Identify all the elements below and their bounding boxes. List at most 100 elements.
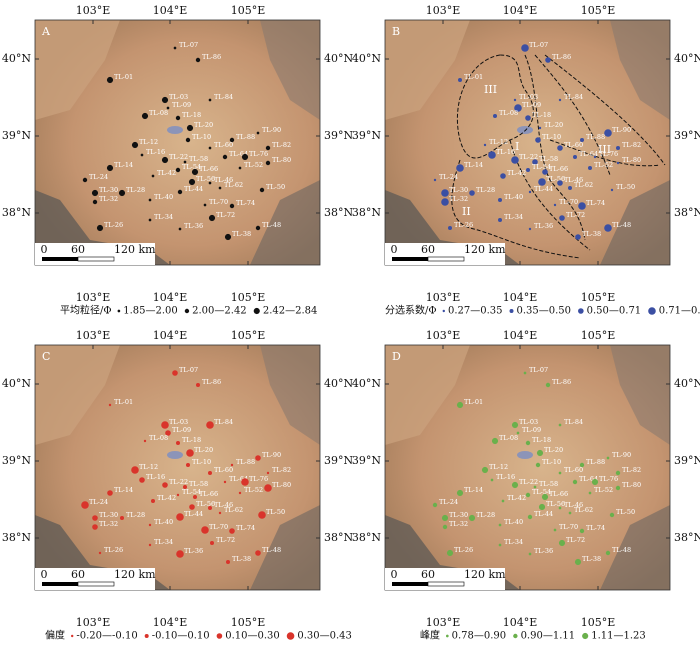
site-label: TL-88 bbox=[586, 458, 605, 466]
site-label: TL-54 bbox=[532, 163, 551, 171]
zone-boundary bbox=[534, 54, 611, 176]
site-label: TL-74 bbox=[586, 524, 605, 532]
sample-dot bbox=[511, 421, 519, 429]
site-label: TL-58 bbox=[539, 480, 558, 488]
site-label: TL-82 bbox=[272, 466, 291, 474]
sample-dot bbox=[481, 466, 489, 474]
sample-dot bbox=[148, 543, 152, 547]
sample-dot bbox=[255, 550, 261, 556]
legend-symbol bbox=[509, 309, 514, 313]
site-label: TL-14 bbox=[114, 161, 133, 169]
site-label: TL-46 bbox=[564, 501, 583, 509]
site-label: TL-24 bbox=[89, 498, 108, 506]
sample-dot bbox=[255, 455, 261, 461]
legend-label: 0.90—1.11 bbox=[521, 631, 576, 642]
lon-label: 103°E bbox=[426, 4, 461, 17]
site-label: TL-48 bbox=[612, 546, 631, 554]
site-label: TL-52 bbox=[244, 486, 263, 494]
legend-title: 峰度 bbox=[420, 629, 440, 642]
sample-dot bbox=[580, 138, 584, 142]
lon-label: 103°E bbox=[76, 291, 111, 304]
sample-dot bbox=[107, 490, 113, 496]
site-label: TL-09 bbox=[172, 426, 191, 434]
sample-dot bbox=[456, 401, 464, 409]
site-label: TL-12 bbox=[489, 138, 508, 146]
sample-dot bbox=[535, 137, 541, 143]
sample-dot bbox=[458, 78, 462, 82]
legend-symbol bbox=[216, 633, 223, 639]
panel-letter: C bbox=[42, 350, 50, 363]
site-label: TL-66 bbox=[199, 490, 218, 498]
legend-symbol bbox=[582, 632, 589, 640]
sample-dot bbox=[525, 115, 531, 121]
sample-dot bbox=[575, 234, 581, 240]
site-label: TL-44 bbox=[534, 510, 553, 518]
site-label: TL-80 bbox=[272, 156, 291, 164]
site-label: TL-82 bbox=[272, 141, 291, 149]
lat-label: 38°N bbox=[2, 206, 31, 219]
site-label: TL-90 bbox=[262, 126, 281, 134]
mountain-area bbox=[250, 180, 320, 265]
lat-label: 38°N bbox=[324, 531, 353, 544]
sample-dot bbox=[604, 224, 612, 232]
site-label: TL-16 bbox=[496, 148, 515, 156]
site-label: TL-01 bbox=[114, 398, 133, 406]
sample-dot bbox=[456, 489, 464, 497]
site-label: TL-34 bbox=[504, 538, 523, 546]
lat-label: 39°N bbox=[674, 454, 700, 467]
site-label: TL-46 bbox=[214, 501, 233, 509]
sample-dot bbox=[201, 526, 209, 534]
site-label: TL-09 bbox=[522, 101, 541, 109]
sample-dot bbox=[230, 463, 234, 467]
sample-dot bbox=[558, 423, 562, 427]
site-label: TL-84 bbox=[564, 418, 583, 426]
zone-boundary bbox=[524, 54, 586, 241]
site-label: TL-20 bbox=[544, 121, 563, 129]
sample-dot bbox=[175, 115, 181, 121]
lon-label: 105°E bbox=[581, 291, 616, 304]
site-label: TL-14 bbox=[464, 486, 483, 494]
sample-dot bbox=[186, 463, 190, 467]
legend-label: 0.78—0.90 bbox=[452, 631, 507, 642]
sample-dot bbox=[120, 516, 124, 520]
zone-boundary bbox=[451, 159, 581, 259]
legend-title: 分选系数/Φ bbox=[385, 304, 437, 317]
lake bbox=[517, 451, 533, 459]
sample-dot bbox=[226, 560, 230, 564]
site-label: TL-82 bbox=[622, 141, 641, 149]
sample-dot bbox=[139, 477, 145, 483]
sample-dot bbox=[161, 96, 169, 104]
sample-dot bbox=[448, 226, 452, 230]
site-label: TL-76 bbox=[599, 475, 618, 483]
sample-dot bbox=[229, 528, 235, 534]
legend-symbol bbox=[71, 634, 74, 638]
sample-dot bbox=[106, 76, 114, 84]
site-label: TL-34 bbox=[504, 213, 523, 221]
lon-label: 104°E bbox=[503, 291, 538, 304]
site-label: TL-07 bbox=[529, 41, 548, 49]
site-label: TL-84 bbox=[564, 93, 583, 101]
site-label: TL-48 bbox=[262, 546, 281, 554]
site-label: TL-74 bbox=[586, 199, 605, 207]
site-label: TL-40 bbox=[504, 193, 523, 201]
sample-dot bbox=[224, 233, 232, 241]
site-label: TL-22 bbox=[519, 478, 538, 486]
lat-label: 38°N bbox=[352, 206, 381, 219]
scale-label: 60 bbox=[421, 243, 435, 256]
site-label: TL-22 bbox=[519, 153, 538, 161]
scale-label: 60 bbox=[421, 568, 435, 581]
mountain-area bbox=[260, 20, 320, 120]
site-label: TL-76 bbox=[249, 475, 268, 483]
panel-letter: A bbox=[41, 25, 51, 38]
legend-label: 0.50—0.71 bbox=[587, 306, 642, 317]
sample-dot bbox=[98, 551, 102, 555]
sample-dot bbox=[91, 189, 99, 197]
mountain-area bbox=[600, 505, 670, 590]
site-label: TL-84 bbox=[214, 418, 233, 426]
sample-dot bbox=[183, 485, 187, 489]
sample-dot bbox=[513, 98, 517, 102]
site-label: TL-30 bbox=[99, 511, 118, 519]
sample-dot bbox=[514, 104, 522, 112]
site-label: TL-18 bbox=[532, 111, 551, 119]
